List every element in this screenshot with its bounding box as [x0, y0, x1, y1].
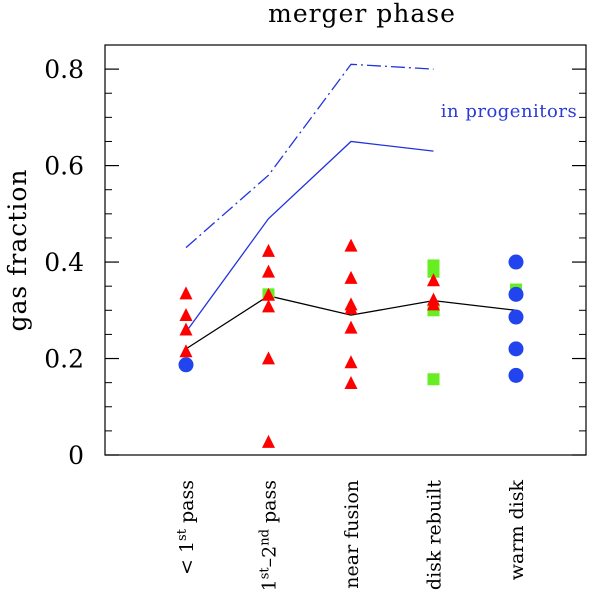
circle-point — [508, 254, 524, 270]
triangle-point — [262, 264, 275, 278]
y-tick-label: 0.6 — [44, 152, 84, 181]
data-markers — [178, 238, 524, 448]
square-point — [427, 265, 440, 278]
x-category-label: < 1st pass — [175, 480, 199, 575]
triangle-point — [179, 286, 193, 300]
y-tick-label: 0.2 — [44, 345, 84, 374]
triangle-point — [262, 287, 275, 301]
triangle-point — [427, 273, 440, 287]
y-axis-label: gas fraction — [3, 169, 32, 332]
triangle-point — [262, 351, 275, 365]
median-line — [185, 295, 517, 350]
triangle-point — [344, 301, 358, 315]
triangle-point — [344, 376, 358, 390]
progenitor-mean-line — [185, 140, 434, 333]
y-tick-label: 0.8 — [44, 55, 84, 84]
circle-point — [508, 286, 524, 302]
triangle-point — [344, 355, 358, 369]
triangle-point — [179, 344, 193, 358]
x-axis: < 1st pass 1st–2nd pass near fusion disk re… — [175, 480, 529, 592]
triangle-point — [344, 238, 358, 252]
triangle-point — [262, 299, 275, 313]
circle-point — [508, 367, 524, 383]
progenitors-annotation: in progenitors — [441, 101, 577, 122]
chart-title: merger phase — [268, 0, 456, 28]
x-category-label: 1st–2nd pass — [257, 480, 281, 591]
triangle-point — [262, 243, 275, 257]
square-point — [427, 373, 440, 386]
triangle-point — [427, 297, 440, 311]
y-tick-label: 0.4 — [44, 248, 84, 277]
y-axis: 0 0.2 0.4 0.6 0.8 — [44, 55, 586, 470]
series-lines — [185, 63, 517, 350]
triangle-point — [262, 434, 275, 448]
triangle-point — [344, 320, 358, 334]
triangle-point — [344, 270, 358, 284]
plot-frame — [104, 44, 587, 456]
circle-point — [508, 309, 524, 325]
progenitor-upper-line — [185, 63, 434, 249]
circle-point — [508, 341, 524, 357]
y-tick-label: 0 — [68, 441, 84, 470]
x-category-label: warm disk — [506, 480, 528, 581]
x-category-label: near fusion — [341, 480, 363, 589]
triangle-point — [179, 322, 193, 336]
circle-point — [178, 357, 194, 373]
x-category-label: disk rebuilt — [424, 480, 446, 590]
triangle-point — [179, 308, 193, 322]
